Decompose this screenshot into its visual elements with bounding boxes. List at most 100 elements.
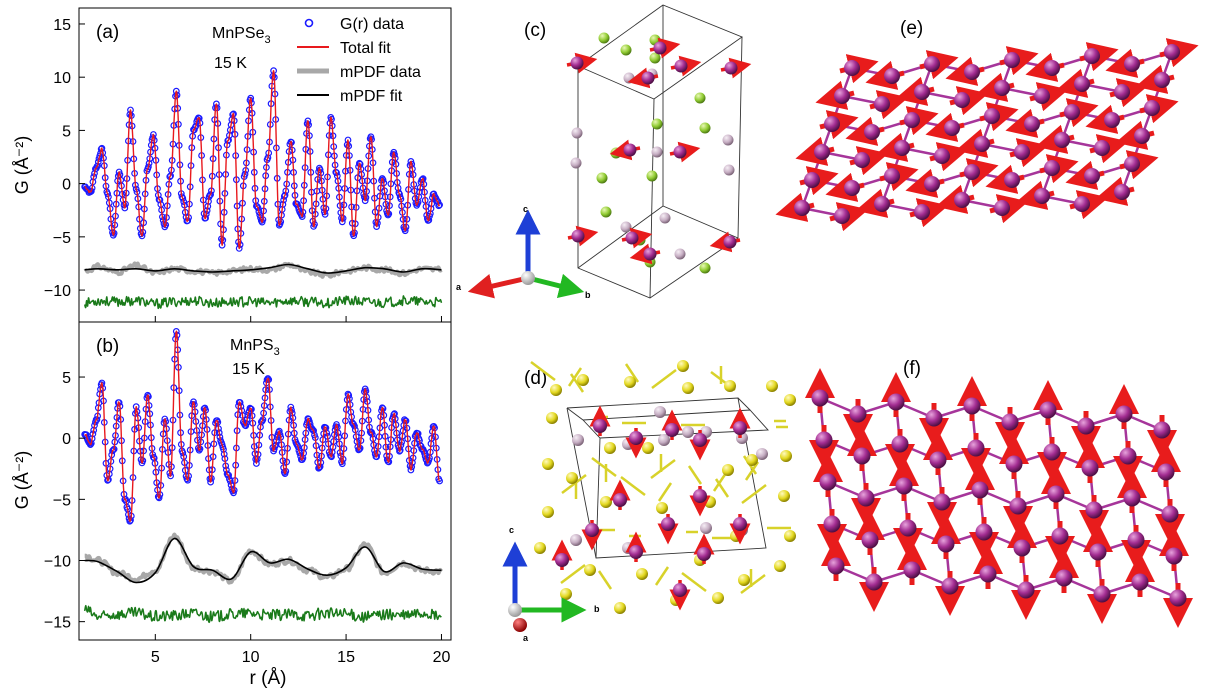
structure-panel-c: (c) a b c (456, 4, 752, 300)
mn-atom (697, 547, 711, 561)
mn-atom (1074, 76, 1090, 92)
mn-atom (571, 229, 585, 243)
mn-atom (929, 451, 947, 469)
plot-b-gr-data-point (327, 452, 335, 460)
plot-b-marks (81, 328, 444, 624)
panel-d-atoms (530, 360, 796, 614)
panel-c-axis-a-label: a (456, 282, 462, 292)
panel-d-axis-a-dot (513, 618, 527, 632)
mn-atom (629, 431, 643, 445)
mn-atom (994, 80, 1010, 96)
s-atom (746, 454, 758, 466)
mn-atom (1051, 527, 1069, 545)
mn-atom (1084, 48, 1100, 64)
plot-a-panel-label: (a) (96, 22, 119, 43)
mn-atom (811, 389, 829, 407)
mn-atom (629, 545, 643, 559)
plot-b-sample-subscript: 3 (274, 346, 280, 358)
plot-a-gr-data-point (384, 211, 392, 219)
s-bond (712, 472, 728, 492)
legend-label: mPDF data (340, 64, 421, 81)
plot-b-gr-data-point (109, 446, 117, 454)
s-atom (534, 542, 546, 554)
p-atom (756, 448, 768, 460)
mn-atom (844, 180, 860, 196)
plot-a-x-ticks (154, 316, 442, 322)
s-bond (740, 574, 766, 594)
mn-atom (1085, 501, 1103, 519)
panel-d-axes-triad: a b c (502, 525, 600, 643)
s-atom (784, 394, 796, 406)
s-atom (738, 574, 750, 586)
mn-atom (895, 477, 913, 495)
plot-a-y-tick-label: 0 (62, 177, 71, 194)
plot-b-sample-name: MnPS (230, 337, 274, 354)
mn-atom (1013, 539, 1031, 557)
mn-atom (933, 493, 951, 511)
s-atom (584, 564, 596, 576)
legend-label: G(r) data (340, 16, 404, 33)
mn-atom (934, 148, 950, 164)
mn-atom (824, 116, 840, 132)
mn-atom (570, 56, 584, 70)
s-atom (624, 376, 636, 388)
mn-atom (674, 59, 688, 73)
s-atom (546, 412, 558, 424)
s-atom (542, 506, 554, 518)
mn-atom (1044, 160, 1060, 176)
p-atom (654, 406, 666, 418)
plot-a-gr-data-point (333, 169, 340, 177)
mn-atom (865, 573, 883, 591)
plot-b-gr-data-point (296, 449, 304, 457)
plot-a-gr-data-point (379, 176, 387, 184)
mn-atom (1039, 401, 1057, 419)
mn-atom (613, 493, 627, 507)
mn-atom (864, 124, 880, 140)
p-atom (658, 434, 670, 446)
mn-atom (804, 172, 820, 188)
mn-atom (653, 41, 667, 55)
plot-b-y-tick-label: −5 (53, 492, 71, 509)
s-atom (566, 472, 578, 484)
mn-atom (924, 176, 940, 192)
s-bond (597, 570, 613, 590)
mn-atom (814, 144, 830, 160)
p-atom (722, 134, 734, 146)
plot-panel-b: 5 0 −5 −10 −15 5 10 15 20 (b) G (Å⁻²) MnPS3 15 … (12, 321, 452, 689)
panel-d-axis-a-label: a (523, 633, 529, 643)
mn-atom (887, 393, 905, 411)
plot-b-gr-data-point (184, 476, 192, 484)
mn-atom (1144, 100, 1160, 116)
plot-a-marks (81, 67, 444, 310)
mn-atom (994, 200, 1010, 216)
plot-b-x-tick-label: 5 (151, 649, 160, 666)
mn-atom (903, 561, 921, 579)
s-bond (714, 478, 730, 498)
s-atom (780, 450, 792, 462)
s-bond (620, 476, 646, 496)
plot-a-legend: G(r) data Total fit mPDF data mPDF fit (297, 16, 421, 105)
plot-a-gr-data-point (104, 190, 111, 198)
plot-a-sample-subscript: 3 (264, 34, 270, 46)
mn-atom (1169, 589, 1187, 607)
plot-b-series-mpdf-data (84, 532, 444, 585)
s-atom (600, 496, 612, 508)
panel-e-label: (e) (900, 18, 923, 39)
mn-atom (641, 71, 655, 85)
plot-a-gr-data-point (184, 217, 192, 225)
s-atom (642, 442, 654, 454)
legend-label: mPDF fit (340, 88, 403, 105)
legend-marker-gr-data (304, 18, 314, 28)
mn-atom (693, 433, 707, 447)
s-atom (784, 530, 796, 542)
mn-atom (854, 152, 870, 168)
mn-atom (1054, 132, 1070, 148)
mn-atom (1165, 547, 1183, 565)
mn-atom (1089, 543, 1107, 561)
mn-atom (1047, 485, 1065, 503)
panel-c-axis-c-label: c (523, 204, 528, 214)
mn-atom (1164, 44, 1180, 60)
mn-atom (1153, 421, 1171, 439)
panel-c-axes-triad: a b c (456, 204, 591, 300)
panel-d-unit-cell (566, 397, 769, 559)
